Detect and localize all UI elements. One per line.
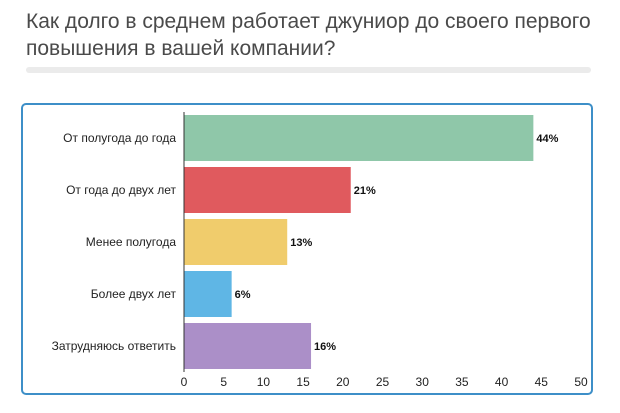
- value-label: 44%: [536, 133, 558, 145]
- bar: [184, 219, 288, 265]
- x-tick-label: 40: [495, 375, 509, 389]
- x-tick-label: 0: [181, 375, 188, 389]
- x-tick-label: 20: [336, 375, 350, 389]
- chart-title: Как долго в среднем работает джуниор до …: [26, 10, 591, 60]
- category-label: От полугода до года: [63, 131, 176, 145]
- category-labels: От полугода до года От года до двух лет Ме…: [52, 131, 177, 353]
- x-tick-label: 5: [220, 375, 227, 389]
- category-label: Более двух лет: [91, 287, 177, 301]
- value-label: 6%: [235, 289, 251, 301]
- x-tick-label: 45: [535, 375, 549, 389]
- x-axis-ticks: 0 5 10 15 20 25 30 35 40 45 50: [181, 375, 588, 389]
- bar: [184, 323, 312, 369]
- title-divider: [26, 67, 591, 73]
- value-label: 16%: [314, 341, 336, 353]
- x-tick-label: 25: [376, 375, 390, 389]
- category-label: От года до двух лет: [66, 183, 176, 197]
- x-tick-label: 15: [296, 375, 310, 389]
- x-tick-label: 30: [416, 375, 430, 389]
- value-labels: 44% 21% 13% 6% 16%: [235, 133, 559, 353]
- bar: [184, 167, 351, 213]
- value-label: 13%: [290, 237, 312, 249]
- bar: [184, 271, 232, 317]
- x-tick-label: 50: [574, 375, 588, 389]
- bars-group: [184, 115, 534, 369]
- bar: [184, 115, 534, 161]
- x-tick-label: 35: [455, 375, 469, 389]
- category-label: Затрудняюсь ответить: [52, 339, 176, 353]
- value-label: 21%: [354, 185, 376, 197]
- x-tick-label: 10: [257, 375, 271, 389]
- category-label: Менее полугода: [86, 235, 177, 249]
